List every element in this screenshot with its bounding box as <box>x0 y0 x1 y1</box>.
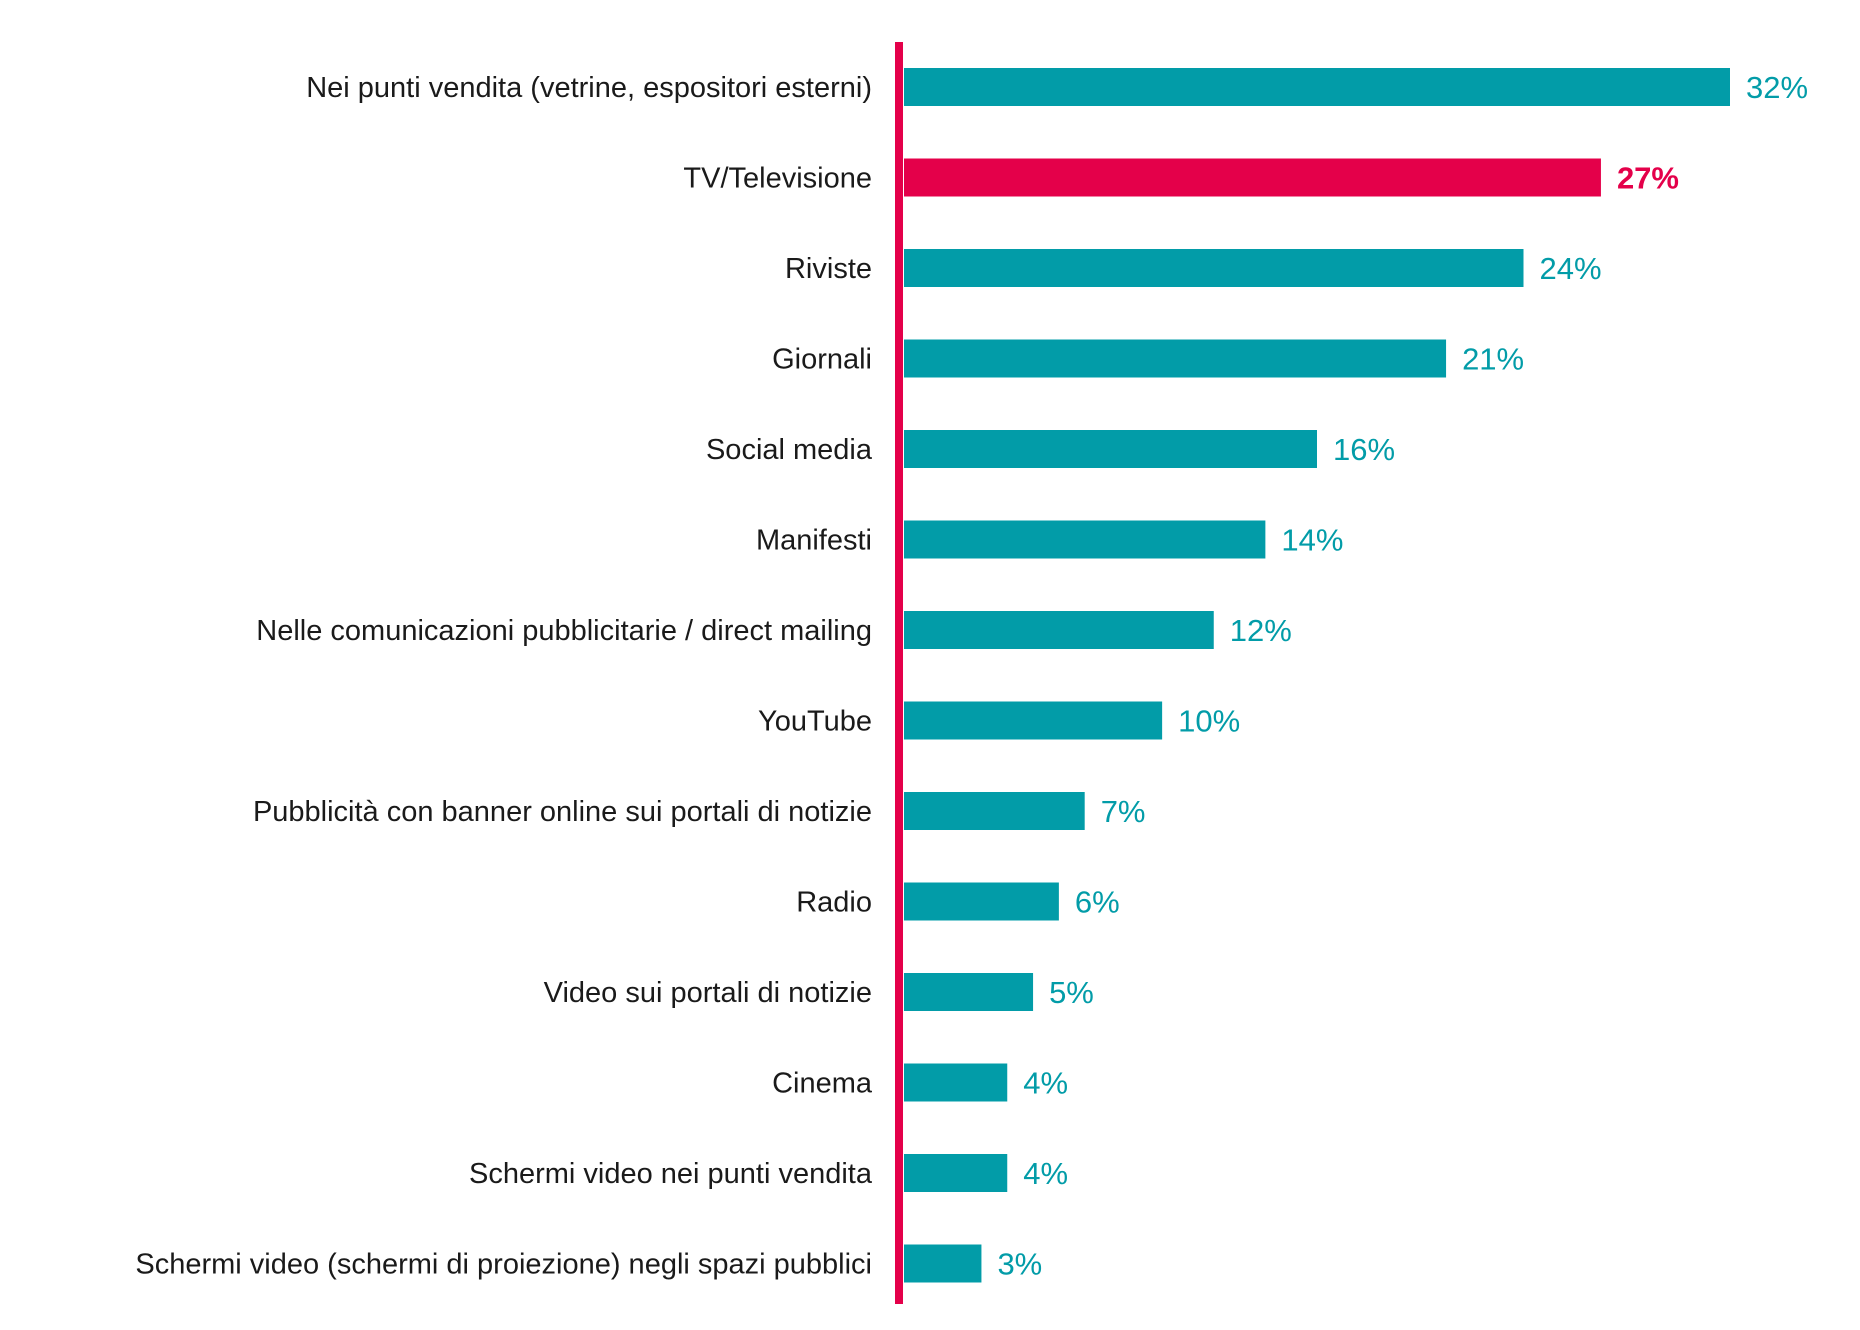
bar-11 <box>904 1063 1008 1102</box>
value-label-12: 4% <box>1023 1156 1068 1191</box>
value-label-13: 3% <box>997 1247 1042 1282</box>
category-label-12: Schermi video nei punti vendita <box>469 1158 873 1190</box>
value-label-5: 14% <box>1281 523 1343 558</box>
category-label-4: Social media <box>706 434 873 466</box>
bar-12 <box>904 1154 1008 1192</box>
category-label-7: YouTube <box>758 706 872 738</box>
category-label-13: Schermi video (schermi di proiezione) ne… <box>135 1249 872 1281</box>
bar-6 <box>904 611 1214 649</box>
category-label-1: TV/Televisione <box>683 163 872 195</box>
bar-9 <box>904 882 1059 921</box>
category-label-8: Pubblicità con banner online sui portali… <box>253 796 872 828</box>
value-label-3: 21% <box>1462 342 1524 377</box>
value-label-2: 24% <box>1540 251 1602 286</box>
category-label-6: Nelle comunicazioni pubblicitarie / dire… <box>256 615 872 647</box>
value-label-10: 5% <box>1049 975 1094 1010</box>
value-label-11: 4% <box>1023 1066 1068 1101</box>
bar-3 <box>904 339 1447 378</box>
category-label-2: Riviste <box>785 253 872 285</box>
value-label-9: 6% <box>1075 885 1120 920</box>
category-label-10: Video sui portali di notizie <box>544 977 872 1009</box>
bar-5 <box>904 520 1266 559</box>
bar-10 <box>904 973 1034 1011</box>
category-label-11: Cinema <box>772 1068 873 1100</box>
value-label-6: 12% <box>1230 613 1292 648</box>
category-label-5: Manifesti <box>756 525 872 557</box>
bar-2 <box>904 249 1524 287</box>
value-label-0: 32% <box>1746 70 1808 105</box>
bar-0 <box>904 68 1730 106</box>
bar-13 <box>904 1244 982 1283</box>
bar-8 <box>904 792 1085 830</box>
value-label-8: 7% <box>1101 794 1146 829</box>
category-label-9: Radio <box>796 887 872 919</box>
category-label-0: Nei punti vendita (vetrine, espositori e… <box>306 72 872 104</box>
bar-1 <box>904 158 1601 197</box>
bar-7 <box>904 701 1163 740</box>
y-axis-line <box>895 42 903 1304</box>
value-label-4: 16% <box>1333 432 1395 467</box>
value-label-7: 10% <box>1178 704 1240 739</box>
bar-4 <box>904 430 1317 468</box>
category-label-3: Giornali <box>772 344 872 376</box>
value-label-1: 27% <box>1617 161 1679 196</box>
